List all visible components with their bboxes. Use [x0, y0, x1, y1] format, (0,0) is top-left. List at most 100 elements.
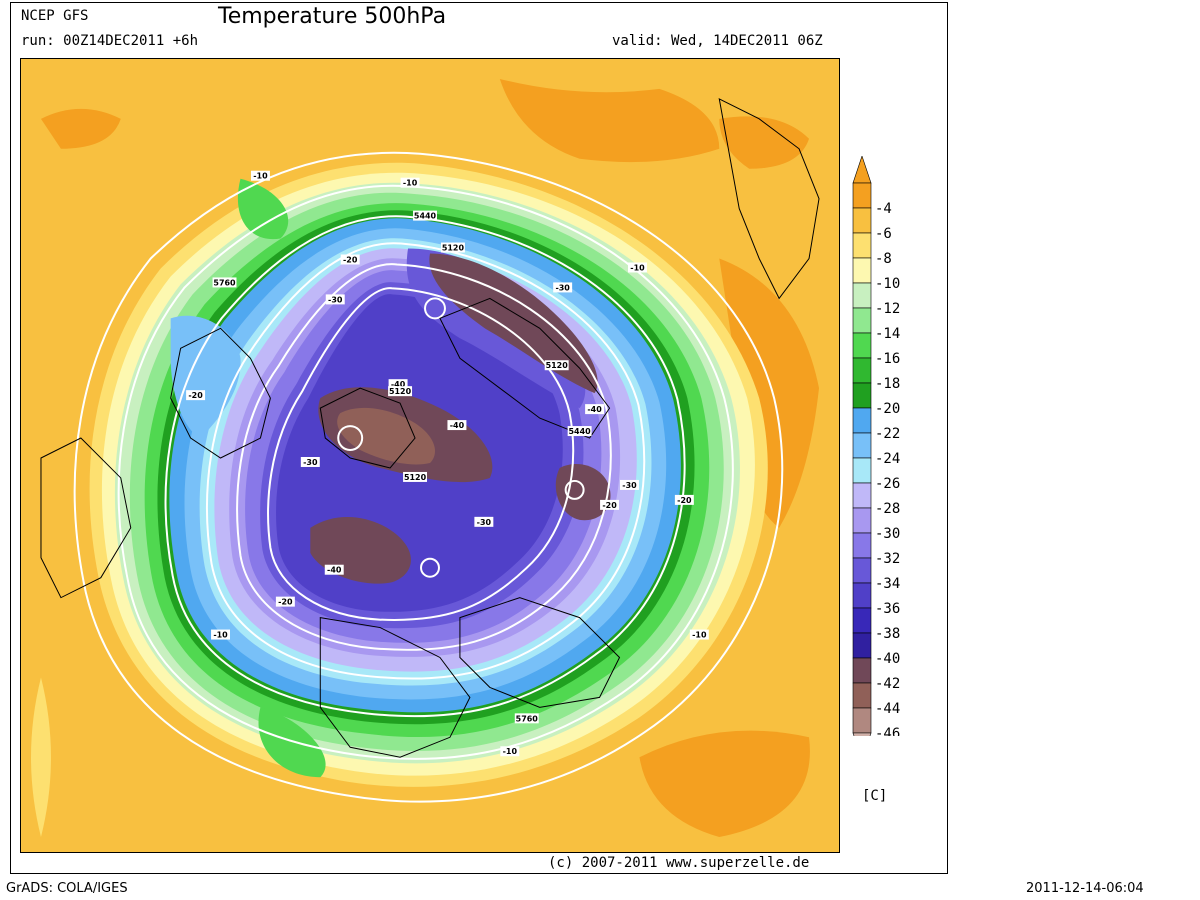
contour-label-text: -20 [677, 496, 692, 505]
contour-line [564, 479, 585, 500]
legend-label: -26 [875, 476, 900, 492]
contour-line [424, 297, 446, 320]
contour-label-box [628, 262, 647, 273]
copyright-credit: (c) 2007-2011 www.superzelle.de [548, 855, 810, 871]
legend-label: -36 [875, 601, 900, 617]
legend-swatch [852, 382, 872, 409]
legend-swatch [852, 582, 872, 609]
contour-label-box [553, 282, 573, 293]
legend-label: -6 [875, 226, 892, 242]
legend-label: -22 [875, 426, 900, 442]
contour-label-box [388, 379, 408, 390]
contour-label: -10 [400, 177, 420, 188]
coastline [170, 327, 271, 459]
fill-band [258, 707, 326, 778]
contour-line [236, 263, 612, 651]
contour-label-box [325, 294, 345, 305]
legend-swatch [852, 182, 872, 209]
contour-label-box [186, 390, 206, 401]
legend-swatch [852, 457, 872, 484]
contour-label-box [403, 471, 428, 482]
contour-label: -10 [628, 262, 647, 272]
fill-band [719, 258, 820, 528]
legend-unit: [C] [862, 788, 888, 804]
contour-label-text: -30 [477, 518, 492, 527]
contour-label: -20 [275, 596, 295, 607]
coastline [459, 597, 621, 708]
contour-label-text: -20 [278, 598, 293, 607]
contour-label-box [514, 713, 539, 724]
contour-label: -40 [585, 404, 605, 415]
contour-line [164, 215, 686, 718]
model-name: NCEP GFS [21, 8, 89, 24]
contour-label-text: 5120 [442, 244, 465, 253]
contour-label-text: -10 [253, 172, 268, 181]
fill-band [237, 178, 289, 240]
contour-label: -10 [250, 170, 270, 181]
legend-label: -30 [875, 526, 900, 542]
contour-label-box [250, 170, 270, 181]
legend-swatch [852, 307, 872, 334]
contour-label-box [567, 426, 592, 437]
contour-line [117, 184, 734, 760]
contour-label-box [674, 494, 694, 505]
contour-label-text: -30 [303, 458, 318, 467]
legend-label: -34 [875, 576, 900, 592]
fill-band [337, 407, 435, 465]
contour-label-box [300, 456, 320, 467]
contour-label-box [585, 404, 605, 415]
contour-label-box [340, 254, 360, 265]
contour-label-box [620, 479, 639, 490]
contour-label-text: -20 [188, 391, 203, 400]
contour-label: -20 [600, 499, 620, 510]
contour-label: -10 [500, 746, 520, 756]
valid-time: valid: Wed, 14DEC2011 06Z [612, 33, 823, 49]
legend-label: -4 [875, 201, 892, 217]
run-info: run: 00Z14DEC2011 +6h [21, 33, 199, 49]
contour-label: -30 [300, 456, 320, 467]
legend-arrow-top [852, 156, 872, 184]
coastline [319, 617, 471, 758]
color-legend: -4 -6 -8 -10 -12 -14 -16 -18 -20 -22 -24 -26 -28 -30 -… [852, 156, 900, 736]
legend-label: -8 [875, 251, 892, 267]
fill-band [429, 253, 598, 394]
contour-line [73, 151, 784, 803]
legend-label: -12 [875, 301, 900, 317]
contour-label-box [400, 177, 420, 188]
legend-swatch [852, 657, 872, 684]
contour-line [267, 287, 575, 621]
fill-band [499, 78, 720, 163]
contour-label: 5120 [544, 360, 569, 370]
contour-label: 5120 [403, 471, 428, 482]
chart-title: Temperature 500hPa [218, 4, 447, 29]
contour-label-text: -10 [503, 747, 518, 756]
contour-label-box [447, 420, 467, 431]
legend-swatch [852, 607, 872, 634]
contour-label: -20 [340, 254, 360, 265]
legend-label: -40 [875, 651, 900, 667]
legend-swatch [852, 332, 872, 359]
legend-label: -28 [875, 501, 900, 517]
contour-label-text: 5120 [546, 361, 569, 370]
contour-label-text: -20 [343, 255, 358, 264]
contour-label-box [211, 629, 231, 640]
fill-band [639, 730, 810, 838]
contour-label-text: 5120 [389, 387, 412, 396]
legend-swatch [852, 482, 872, 509]
coastline [439, 297, 611, 439]
contour-label: 5440 [567, 426, 592, 437]
legend-label: -14 [875, 326, 900, 342]
contour-label-box [212, 277, 237, 288]
legend-labels: -4 -6 -8 -10 -12 -14 -16 -18 -20 -22 -24 -26 -28 -30 -… [875, 201, 900, 736]
contour-label-text: 5120 [404, 473, 427, 482]
contour-label: -10 [211, 629, 231, 640]
contour-label-box [324, 564, 344, 575]
legend-label: -42 [875, 676, 900, 692]
coastline [319, 387, 416, 469]
contour-label-text: -30 [555, 283, 570, 292]
contour-label: 5760 [514, 713, 539, 724]
legend-swatch [852, 682, 872, 709]
contour-label: -30 [553, 282, 573, 293]
contour-labels: -10 -10 -10 -10 -10 -10 -20 -20 -20 -20 -20 -30 -30 -… [186, 170, 709, 756]
contour-label-box [474, 516, 494, 527]
